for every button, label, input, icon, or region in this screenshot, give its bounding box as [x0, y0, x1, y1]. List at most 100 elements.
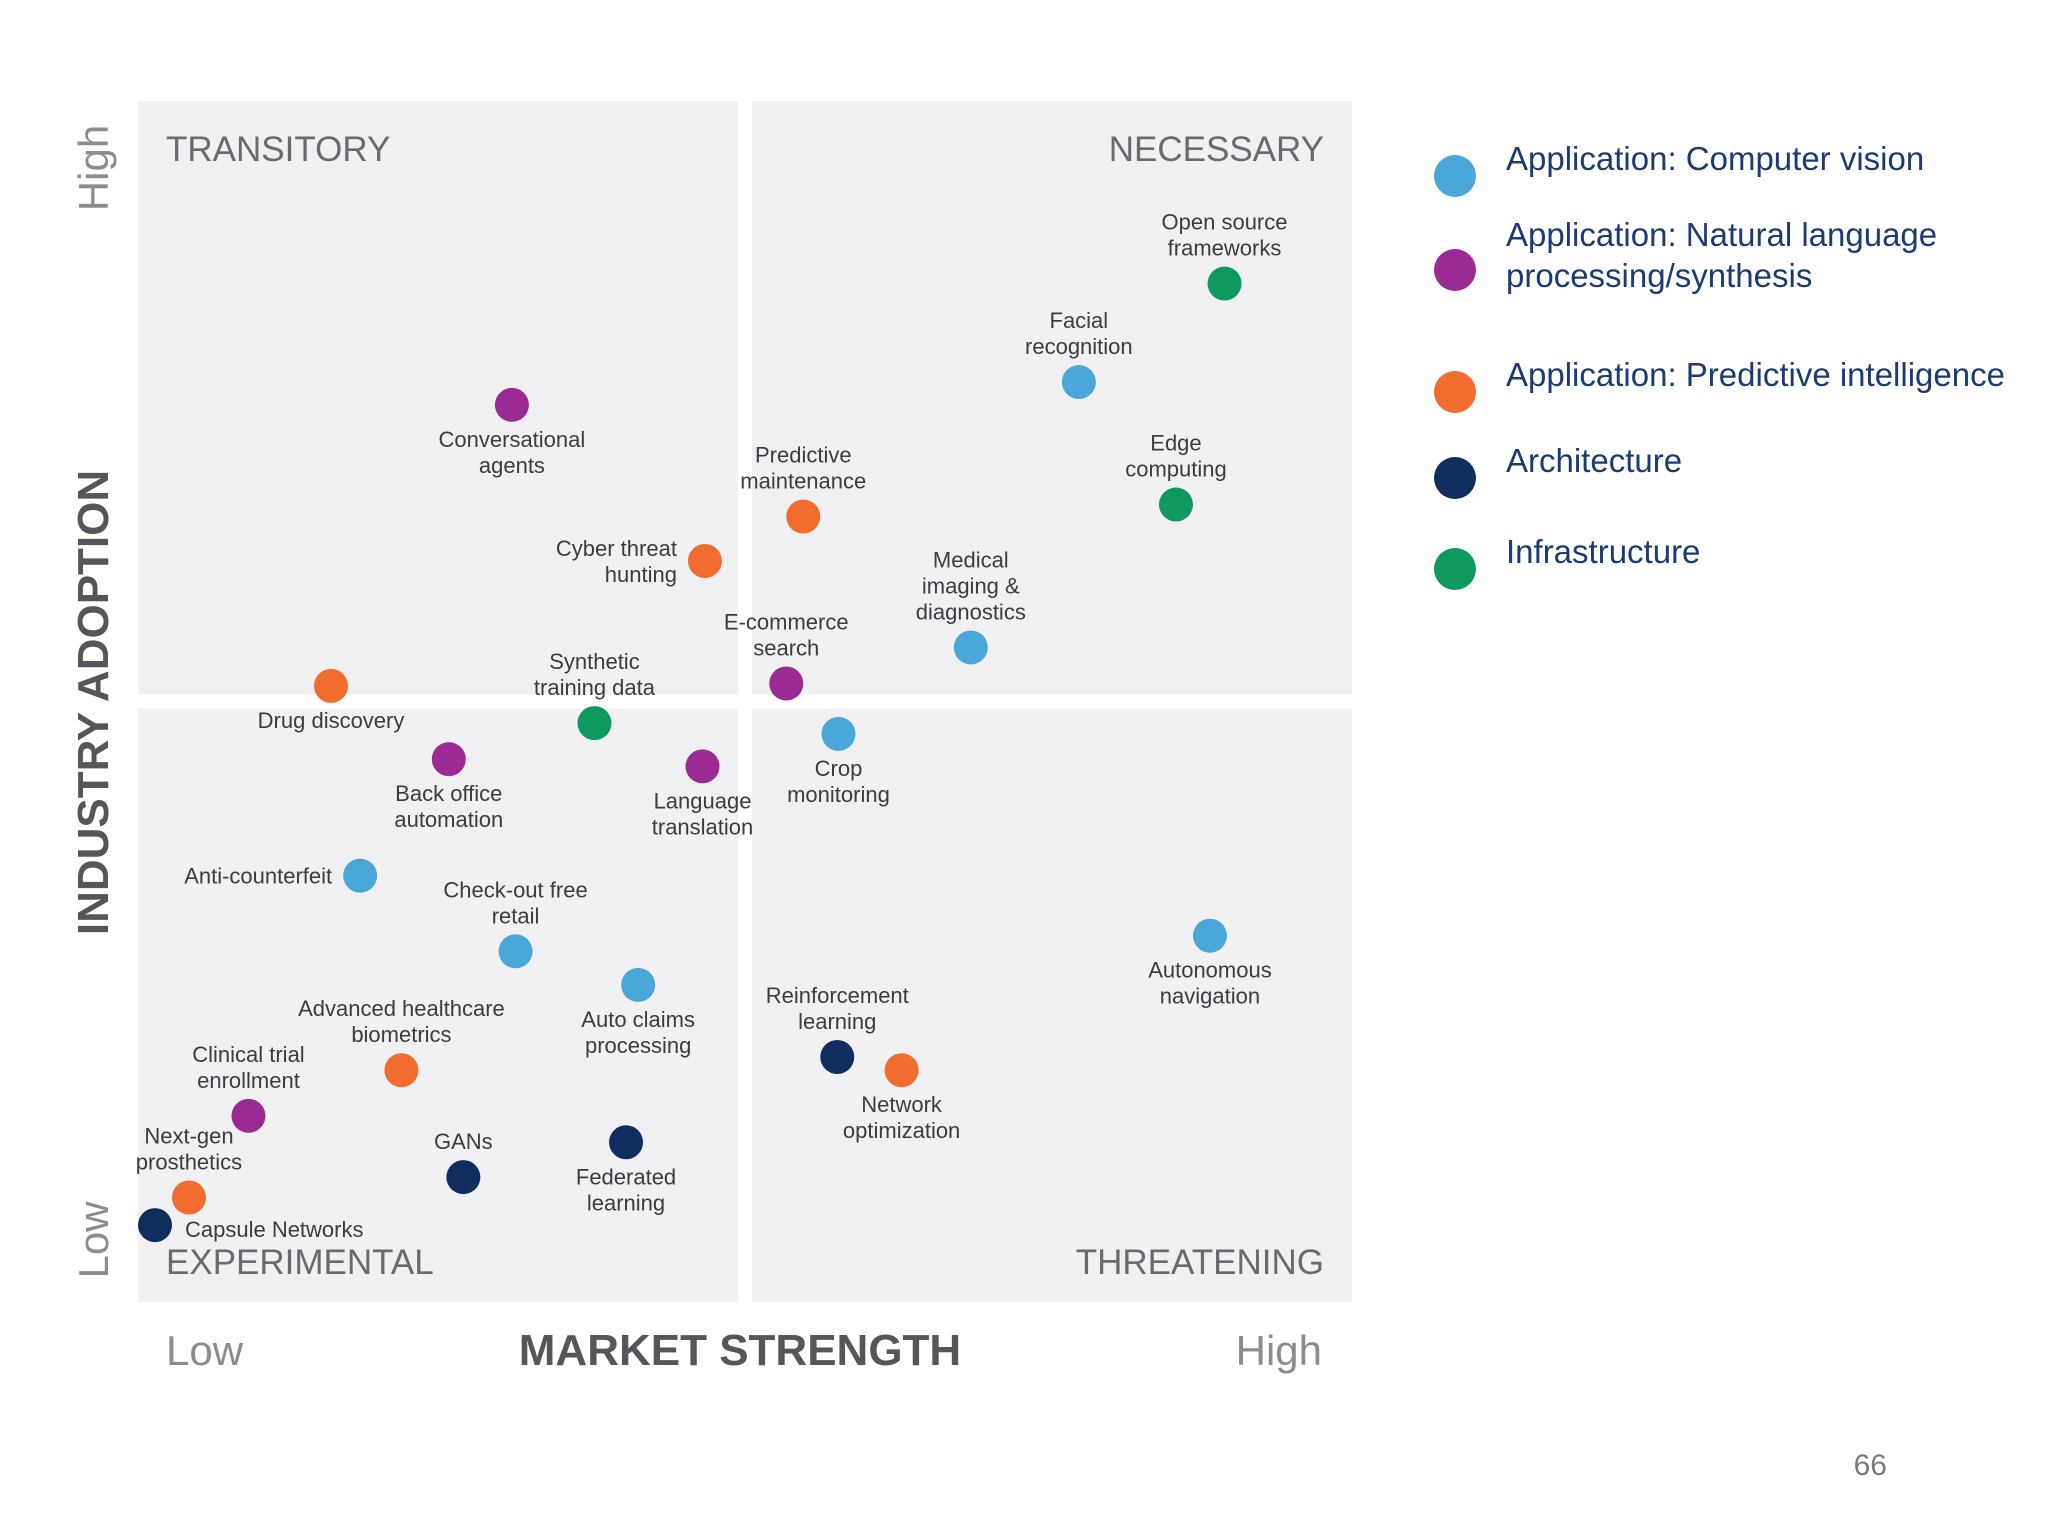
point-label: Predictive maintenance: [740, 443, 866, 494]
point-anti-counterfeit: Anti-counterfeit: [184, 858, 378, 893]
point-conversational-agents: Conversational agents: [439, 387, 586, 478]
point-marker: [314, 668, 349, 703]
y-axis-low-label: Low: [70, 1201, 117, 1279]
point-marker: [577, 706, 612, 741]
point-label: Capsule Networks: [185, 1217, 364, 1242]
point-check-out-free-retail: Check-out free retail: [443, 877, 588, 969]
point-label: Federated learning: [576, 1164, 676, 1215]
point-predictive-maintenance: Predictive maintenance: [740, 443, 866, 534]
point-label: Back office automation: [394, 781, 503, 832]
point-medical-imaging-diagnostics: Medical imaging & diagnostics: [916, 547, 1026, 665]
point-capsule-networks: Capsule Networks: [137, 1208, 364, 1243]
x-axis-high-label: High: [1236, 1327, 1322, 1374]
point-marker: [446, 1160, 481, 1195]
quadrant-top-right: [752, 101, 1352, 695]
point-label: Next-gen prosthetics: [136, 1124, 242, 1175]
legend-marker: [1434, 371, 1476, 413]
point-label: Cyber threat hunting: [556, 536, 677, 587]
point-e-commerce-search: E-commerce search: [724, 609, 849, 701]
page-number: 66: [1854, 1449, 1887, 1482]
point-open-source-frameworks: Open source frameworks: [1162, 210, 1288, 301]
y-axis-title: INDUSTRY ADOPTION: [69, 470, 118, 935]
point-marker: [431, 742, 466, 777]
point-marker: [953, 630, 988, 665]
legend-item-application-predictive-intelligence: Application: Predictive intelligence: [1434, 356, 2005, 413]
point-marker: [884, 1053, 919, 1088]
point-auto-claims-processing: Auto claims processing: [581, 967, 695, 1058]
legend: Application: Computer vision Application:…: [1434, 140, 2005, 590]
point-marker: [621, 967, 656, 1002]
point-edge-computing: Edge computing: [1125, 431, 1227, 522]
point-marker: [1207, 266, 1242, 301]
legend-item-application-natural-language-processing-synthesis: Application: Natural language processing/…: [1434, 216, 1937, 294]
point-synthetic-training-data: Synthetic training data: [534, 649, 656, 741]
point-label: Facial recognition: [1025, 308, 1133, 359]
point-marker: [769, 666, 804, 701]
point-marker: [685, 749, 720, 784]
x-axis-low-label: Low: [166, 1327, 244, 1374]
point-drug-discovery: Drug discovery: [258, 668, 405, 733]
quadrant-bottom-right: [752, 708, 1352, 1302]
legend-label: Architecture: [1506, 442, 1682, 479]
point-label: Drug discovery: [258, 708, 405, 733]
point-autonomous-navigation: Autonomous navigation: [1148, 918, 1272, 1009]
point-marker: [171, 1180, 206, 1215]
point-label: Open source frameworks: [1162, 210, 1288, 261]
quadrant-labels: TRANSITORY NECESSARY EXPERIMENTAL THREATENI…: [166, 130, 1324, 1282]
point-next-gen-prosthetics: Next-gen prosthetics: [136, 1124, 242, 1215]
legend-label: Application: Computer vision: [1506, 140, 1924, 177]
point-label: GANs: [434, 1129, 493, 1154]
point-marker: [1192, 918, 1227, 953]
point-crop-monitoring: Crop monitoring: [787, 716, 890, 807]
point-label: Reinforcement learning: [766, 983, 909, 1034]
quadrant-label-bottom-left: EXPERIMENTAL: [166, 1243, 434, 1282]
point-label: Synthetic training data: [534, 649, 656, 700]
point-gans: GANs: [434, 1129, 493, 1195]
point-marker: [498, 934, 533, 969]
point-label: Auto claims processing: [581, 1007, 695, 1058]
axes: MARKET STRENGTH Low High INDUSTRY ADOPTION H…: [69, 125, 1322, 1375]
data-points: Open source frameworks Facial recognition Ed…: [136, 210, 1288, 1243]
point-network-optimization: Network optimization: [843, 1053, 960, 1143]
point-label: Check-out free retail: [443, 877, 587, 928]
legend-marker: [1434, 249, 1476, 291]
point-reinforcement-learning: Reinforcement learning: [766, 983, 909, 1074]
point-cyber-threat-hunting: Cyber threat hunting: [556, 536, 722, 587]
point-label: Autonomous navigation: [1148, 958, 1272, 1009]
legend-label: Application: Predictive intelligence: [1506, 356, 2005, 393]
point-marker: [343, 858, 378, 893]
y-axis-high-label: High: [70, 125, 117, 211]
quadrant-top-left: [138, 101, 738, 695]
point-facial-recognition: Facial recognition: [1025, 308, 1133, 400]
quadrant-label-bottom-right: THREATENING: [1076, 1243, 1324, 1282]
point-label: Clinical trial enrollment: [192, 1042, 304, 1093]
quadrant-backgrounds: [138, 101, 1352, 1302]
point-back-office-automation: Back office automation: [394, 742, 503, 832]
point-label: Medical imaging & diagnostics: [916, 547, 1026, 624]
legend-label: Application: Natural language processing/…: [1506, 216, 1937, 294]
point-label: Advanced healthcare biometrics: [298, 996, 505, 1047]
quadrant-bottom-left: [138, 708, 738, 1302]
legend-marker: [1434, 548, 1476, 590]
point-language-translation: Language translation: [652, 749, 754, 839]
legend-marker: [1434, 457, 1476, 499]
point-marker: [494, 387, 529, 422]
point-marker: [231, 1098, 266, 1133]
point-label: Language translation: [652, 788, 754, 839]
legend-item-architecture: Architecture: [1434, 442, 1682, 499]
x-axis-title: MARKET STRENGTH: [519, 1326, 961, 1375]
point-label: Edge computing: [1125, 431, 1227, 482]
point-label: Conversational agents: [439, 427, 586, 478]
point-marker: [820, 1039, 855, 1074]
point-marker: [821, 716, 856, 751]
point-federated-learning: Federated learning: [576, 1125, 676, 1215]
point-clinical-trial-enrollment: Clinical trial enrollment: [192, 1042, 305, 1133]
point-marker: [1158, 487, 1193, 522]
point-marker: [609, 1125, 644, 1160]
point-label: Crop monitoring: [787, 756, 890, 807]
quadrant-label-top-right: NECESSARY: [1109, 130, 1324, 169]
point-label: Network optimization: [843, 1092, 960, 1143]
point-marker: [384, 1053, 419, 1088]
legend-label: Infrastructure: [1506, 533, 1700, 570]
